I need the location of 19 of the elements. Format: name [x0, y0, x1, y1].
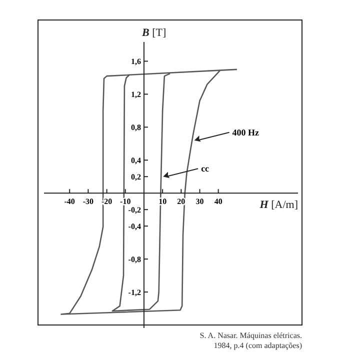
x-axis-title: H [A/m] [258, 199, 298, 212]
y-tick-label: 0,2 [130, 172, 141, 182]
x-tick-label: 30 [196, 197, 204, 206]
y-tick-label: -1,2 [128, 288, 141, 298]
y-tick-label: 0,4 [130, 156, 141, 166]
x-tick-label: 40 [214, 197, 222, 206]
y-axis-title: B [T] [140, 27, 166, 39]
y-tick-label: -0,2 [128, 206, 141, 215]
annotation: 400 Hz [232, 127, 260, 138]
x-tick-label: -30 [82, 197, 94, 206]
annotation: cc [201, 164, 210, 174]
y-tick-label: 0,8 [130, 123, 141, 132]
y-tick-label: -0,4 [128, 222, 141, 232]
x-tick-label: -40 [64, 197, 75, 206]
y-tick-label: 1,6 [130, 57, 141, 66]
text: 1984, p.4 (com adaptações) [214, 341, 302, 350]
y-tick-label: 1,2 [130, 90, 141, 100]
y-tick-label: -0,8 [128, 255, 141, 264]
text: S. A. Nasar. Máquinas elétricas. [200, 331, 302, 340]
